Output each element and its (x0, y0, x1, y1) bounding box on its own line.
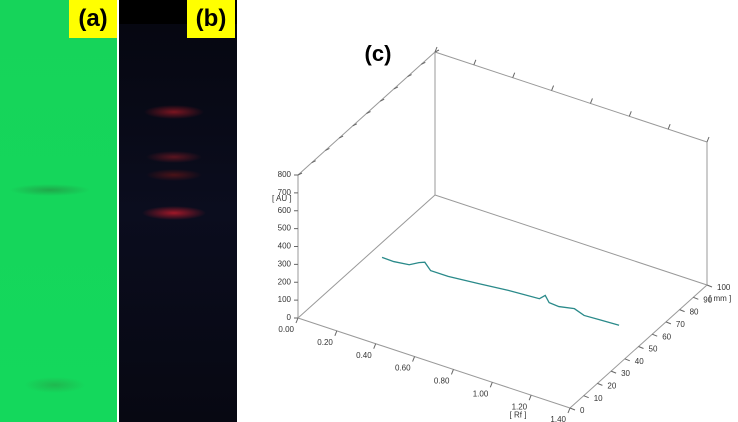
z-tick (610, 370, 617, 374)
x-tick (295, 317, 299, 324)
y-tick-label: 100 (278, 295, 292, 304)
box-edge (297, 317, 571, 409)
box-edge (297, 194, 436, 319)
z-tick-label: 40 (635, 357, 644, 366)
y-tick-label: 500 (278, 224, 292, 233)
panel-label: (c) (365, 41, 392, 66)
x-tick (512, 72, 516, 78)
plate-a: (a) (0, 0, 117, 422)
box-edge (434, 51, 708, 143)
z-tick (311, 160, 316, 164)
panel-label: (b) (187, 0, 235, 38)
z-tick-label: 30 (621, 369, 630, 378)
z-tick (338, 135, 344, 139)
x-tick (589, 98, 593, 104)
z-tick-label: 60 (662, 332, 671, 341)
panel-label: (a) (69, 0, 117, 38)
y-tick-label: 600 (278, 206, 292, 215)
z-tick (421, 61, 426, 65)
z-tick (297, 172, 303, 176)
x-tick (528, 394, 532, 401)
x-tick (706, 136, 710, 143)
z-tick (706, 284, 713, 288)
z-tick (624, 358, 630, 362)
x-tick (334, 330, 338, 337)
y-tick-label: 400 (278, 242, 292, 251)
x-tick-label: 1.00 (473, 389, 489, 398)
z-tick-label: 70 (676, 320, 685, 329)
y-tick-label: 0 (287, 313, 292, 322)
x-tick-label: 0.00 (278, 325, 294, 334)
x-tick-label: 1.40 (550, 415, 566, 422)
z-tick (569, 407, 576, 411)
x-tick-label: 0.80 (434, 377, 450, 386)
z-tick (379, 98, 385, 102)
y-tick-label: 300 (278, 259, 292, 268)
x-tick (551, 85, 555, 91)
z-tick (665, 321, 672, 325)
y-axis-label: [ AU ] (272, 194, 292, 203)
x-tick (434, 46, 438, 53)
trace (381, 256, 620, 326)
z-tick-label: 0 (580, 406, 585, 415)
x-tick (567, 407, 571, 414)
plate-b: (b) (119, 0, 237, 422)
x-tick (412, 356, 416, 362)
y-tick-label: 800 (278, 170, 292, 179)
z-tick-label: 100 (717, 283, 731, 292)
z-tick-label: 50 (649, 345, 658, 354)
y-tick-label: 700 (278, 188, 292, 197)
y-tick-label: 200 (278, 277, 292, 286)
z-tick (325, 147, 330, 151)
x-tick (667, 123, 671, 130)
z-tick-label: 20 (607, 382, 616, 391)
z-tick-label: 80 (690, 308, 699, 317)
z-tick (679, 309, 685, 313)
box-edge (434, 194, 708, 286)
z-tick (652, 333, 658, 337)
z-axis-label: [ mm ] (709, 294, 731, 303)
z-tick (638, 346, 644, 349)
x-tick-label: 0.40 (356, 351, 372, 360)
z-tick (693, 296, 699, 300)
x-tick (628, 111, 632, 117)
z-tick (352, 123, 358, 127)
x-tick (450, 369, 454, 375)
z-tick-label: 90 (703, 295, 712, 304)
x-tick (473, 59, 477, 66)
z-tick (583, 395, 589, 399)
z-tick (393, 86, 399, 90)
chart: (c) 01002003004005006007008000.000.200.4… (272, 41, 731, 422)
z-tick (407, 74, 412, 78)
x-tick-label: 0.20 (317, 338, 333, 347)
x-axis-label: [ Rf ] (510, 411, 527, 420)
z-tick-label: 10 (594, 394, 603, 403)
z-tick (597, 382, 603, 386)
x-tick-label: 1.20 (512, 402, 528, 411)
x-tick-label: 0.60 (395, 364, 411, 373)
x-tick (489, 382, 493, 388)
x-tick (373, 343, 377, 349)
z-tick (366, 111, 371, 114)
